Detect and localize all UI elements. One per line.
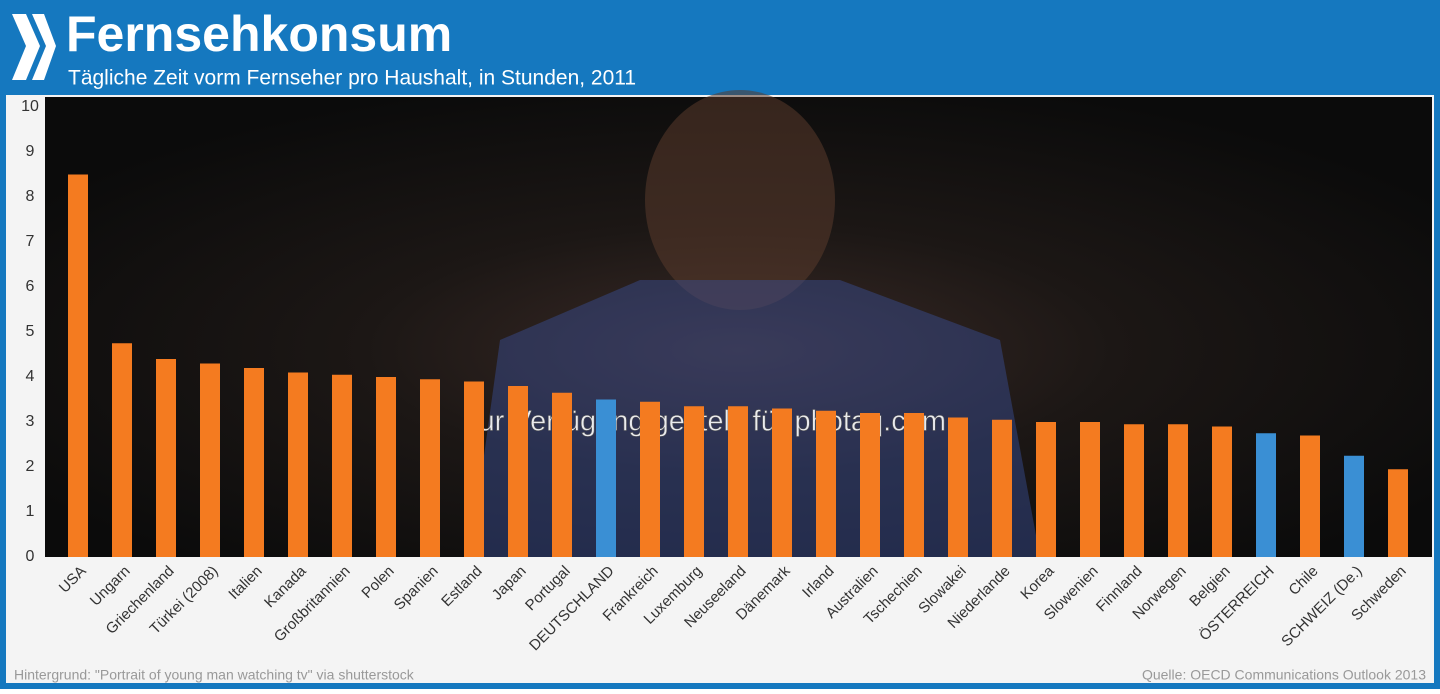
y-tick-label: 6: [26, 278, 35, 295]
y-tick-label: 8: [26, 188, 35, 205]
bar: [816, 410, 836, 557]
y-tick-label: 10: [21, 98, 39, 115]
bar: [508, 386, 528, 557]
logo: [12, 14, 56, 80]
bar: [1344, 455, 1364, 557]
bar: [1388, 469, 1408, 557]
bar: [156, 359, 176, 557]
bar: [1080, 422, 1100, 557]
bar: [332, 374, 352, 557]
bar: [552, 392, 572, 557]
bar: [420, 379, 440, 557]
bar: [1168, 424, 1188, 557]
y-tick-label: 7: [26, 233, 35, 250]
bar: [1036, 422, 1056, 557]
y-tick-label: 2: [26, 458, 35, 475]
y-tick-label: 9: [26, 143, 35, 160]
bar: [112, 343, 132, 557]
bar: [684, 406, 704, 557]
source: Quelle: OECD Communications Outlook 2013: [1142, 667, 1426, 683]
bar: [68, 174, 88, 557]
footnote: Hintergrund: "Portrait of young man watc…: [14, 667, 415, 683]
bar: [1300, 435, 1320, 557]
bar: [596, 399, 616, 557]
bar: [200, 363, 220, 557]
bar: [376, 377, 396, 557]
bar: [288, 372, 308, 557]
bar: [1212, 426, 1232, 557]
bar: [860, 413, 880, 557]
bar: [244, 368, 264, 557]
y-tick-label: 0: [26, 548, 35, 565]
bar: [904, 413, 924, 557]
bar: [728, 406, 748, 557]
bar: [1256, 433, 1276, 557]
bar: [772, 408, 792, 557]
chart-subtitle: Tägliche Zeit vorm Fernseher pro Haushal…: [68, 67, 636, 90]
y-tick-label: 3: [26, 413, 35, 430]
bar: [1124, 424, 1144, 557]
bar: [992, 419, 1012, 557]
y-tick-label: 4: [26, 368, 35, 385]
chart-title: Fernsehkonsum: [66, 6, 452, 62]
y-tick-label: 5: [26, 323, 35, 340]
y-tick-label: 1: [26, 503, 35, 520]
bar: [464, 381, 484, 557]
bar: [640, 401, 660, 557]
bar: [948, 417, 968, 557]
photo-face: [645, 90, 835, 310]
